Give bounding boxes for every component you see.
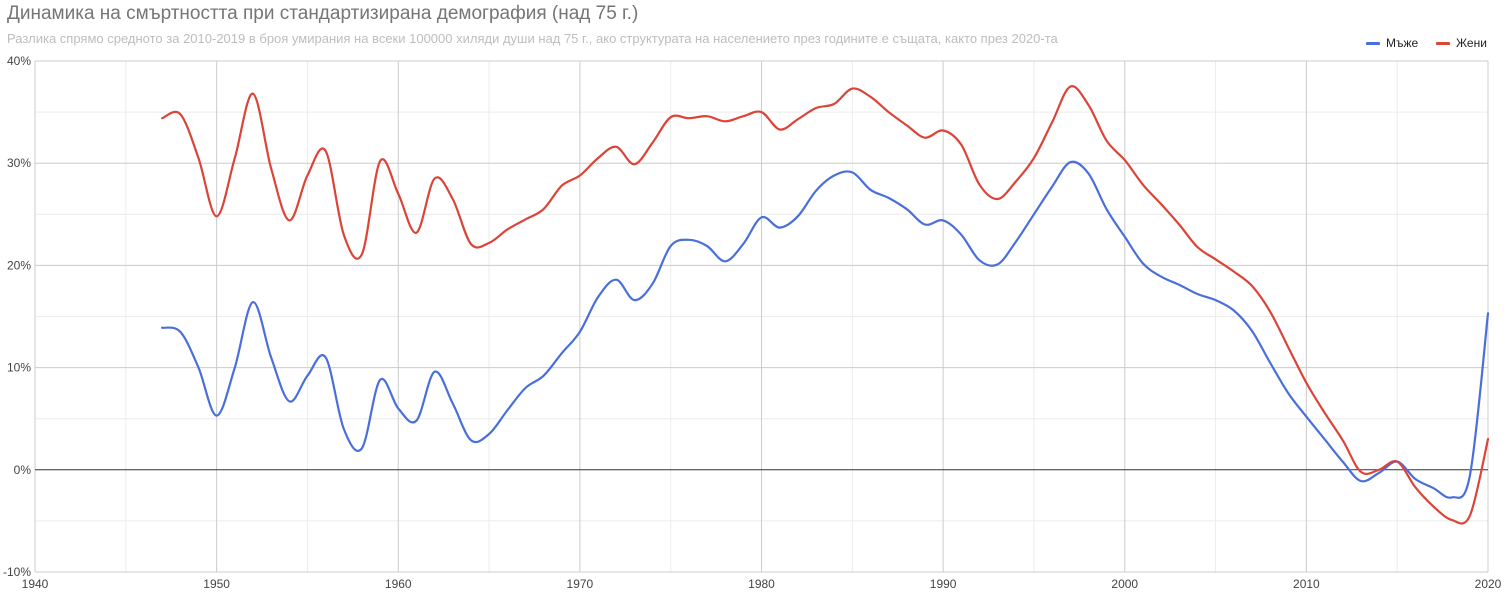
legend-item-men: Мъже — [1366, 36, 1418, 50]
x-tick-label: 2000 — [1111, 577, 1138, 591]
chart-title: Динамика на смъртността при стандартизир… — [7, 3, 639, 24]
x-tick-label: 1960 — [385, 577, 412, 591]
x-tick-label: 1940 — [22, 577, 49, 591]
legend-label-women: Жени — [1456, 36, 1487, 50]
chart-subtitle: Разлика спрямо средното за 2010-2019 в б… — [7, 31, 1058, 46]
x-tick-label: 2020 — [1475, 577, 1502, 591]
y-tick-label: 20% — [7, 258, 31, 272]
y-tick-label: 0% — [14, 463, 32, 477]
series-line-men — [161, 160, 1490, 499]
legend-item-women: Жени — [1436, 36, 1487, 50]
legend-swatch-men — [1366, 41, 1380, 45]
legend-swatch-women — [1436, 41, 1450, 45]
y-tick-label: 10% — [7, 361, 31, 375]
y-tick-label: 40% — [7, 54, 31, 68]
x-tick-label: 1980 — [748, 577, 775, 591]
y-tick-label: 30% — [7, 156, 31, 170]
legend-label-men: Мъже — [1386, 36, 1419, 50]
x-tick-label: 2010 — [1293, 577, 1320, 591]
x-tick-label: 1970 — [567, 577, 594, 591]
x-tick-label: 1950 — [203, 577, 230, 591]
series-line-women — [161, 85, 1490, 525]
x-tick-label: 1990 — [930, 577, 957, 591]
y-tick-label: -10% — [3, 565, 31, 579]
